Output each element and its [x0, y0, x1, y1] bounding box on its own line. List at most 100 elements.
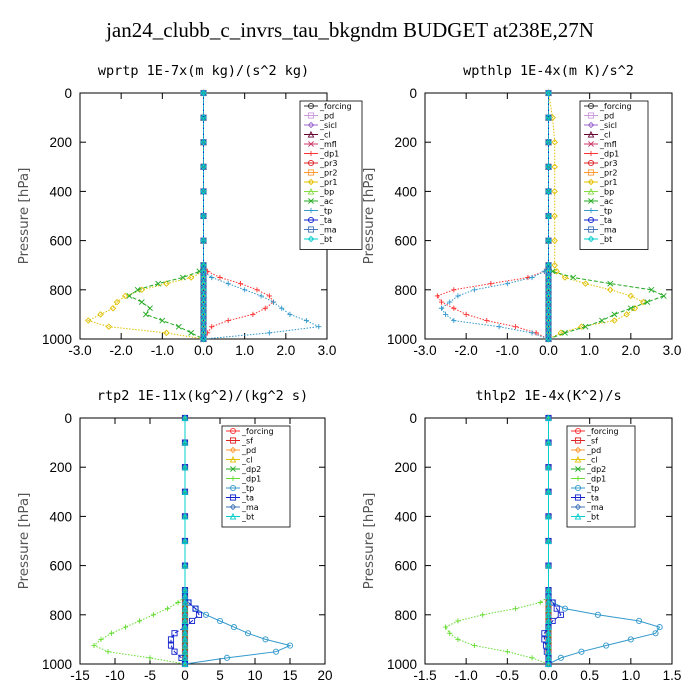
- data-point: [171, 630, 178, 637]
- data-point: [438, 305, 445, 311]
- legend: _forcing_sf_pd_cl_dp2_dp1_tp_ta_ma_bt: [566, 425, 636, 528]
- data-point: [167, 642, 175, 649]
- x-tick-label: 20: [317, 668, 332, 683]
- legend-marker: [574, 494, 582, 501]
- data-point: [545, 329, 552, 337]
- legend-label: _tp: [319, 207, 332, 216]
- series-line: [93, 418, 186, 665]
- data-point: [122, 292, 129, 300]
- data-point: [181, 463, 189, 471]
- data-point: [545, 286, 552, 294]
- data-point: [147, 305, 153, 312]
- legend-label: _sicl: [599, 121, 617, 130]
- data-point: [627, 292, 635, 300]
- legend-marker: [587, 187, 595, 195]
- data-point: [484, 317, 490, 324]
- series-bt: [545, 414, 552, 668]
- data-point: [545, 311, 552, 318]
- legend: _forcing_sf_pd_cl_dp2_dp1_tp_ta_ma_bt: [221, 425, 291, 528]
- data-point: [225, 317, 231, 324]
- data-point: [639, 298, 647, 306]
- data-point: [163, 329, 170, 337]
- data-point: [266, 330, 272, 336]
- data-point: [188, 329, 195, 336]
- data-point: [652, 630, 659, 637]
- y-tick-label: 400: [394, 509, 417, 524]
- data-point: [582, 280, 589, 287]
- data-point: [545, 463, 552, 471]
- legend-label: _pd: [319, 112, 334, 121]
- data-point: [200, 305, 207, 312]
- legend-label: _tp: [241, 484, 254, 493]
- data-point: [561, 274, 569, 281]
- chart-title: thlp2 1E-4x(K^2)/s: [475, 388, 621, 404]
- data-point: [594, 611, 601, 618]
- x-tick-label: -3.0: [68, 343, 91, 358]
- data-point: [136, 618, 143, 624]
- data-point: [181, 512, 189, 520]
- data-point: [455, 618, 461, 624]
- data-point: [578, 648, 585, 655]
- legend-marker: [308, 207, 314, 214]
- data-point: [545, 317, 552, 324]
- data-point: [545, 512, 552, 520]
- data-point: [611, 311, 618, 318]
- data-point: [557, 329, 565, 337]
- legend-marker: [575, 475, 581, 482]
- data-point: [138, 299, 145, 306]
- legend-marker: [307, 121, 315, 129]
- y-tick-label: 800: [49, 608, 72, 623]
- y-tick-label: 200: [394, 135, 417, 150]
- series-dp1: [434, 90, 552, 342]
- x-tick-label: -1.0: [496, 343, 519, 358]
- data-point: [200, 329, 207, 337]
- data-point: [551, 188, 558, 195]
- y-tick-label: 400: [394, 184, 417, 199]
- legend-label: _tp: [599, 207, 612, 216]
- data-point: [611, 317, 618, 324]
- y-tick-label: 1000: [387, 657, 417, 672]
- data-point: [529, 655, 535, 661]
- legend-marker: [307, 159, 315, 167]
- data-point: [142, 311, 149, 318]
- data-point: [660, 293, 667, 299]
- chart-panel-3: thlp2 1E-4x(K^2)/s Pressure [hPa] -1.5 -1.0…: [361, 388, 681, 683]
- legend-marker: [575, 466, 581, 472]
- data-point: [279, 305, 285, 311]
- y-tick-label: 400: [49, 184, 72, 199]
- series-line: [128, 93, 204, 340]
- legend-marker: [229, 484, 237, 492]
- data-point: [230, 624, 238, 631]
- legend-marker: [229, 427, 237, 435]
- data-point: [270, 299, 277, 305]
- data-point: [607, 280, 614, 287]
- data-point: [262, 636, 269, 643]
- data-point: [181, 561, 189, 569]
- x-tick-label: -0.5: [496, 668, 519, 683]
- data-point: [147, 655, 153, 661]
- legend-label: _mfl: [319, 140, 337, 149]
- data-point: [122, 624, 129, 630]
- x-tick-label: 0.0: [539, 668, 558, 683]
- legend-label: _dp1: [241, 475, 261, 484]
- data-point: [438, 299, 445, 305]
- data-point: [545, 488, 552, 495]
- data-point: [636, 617, 643, 625]
- data-point: [644, 299, 651, 306]
- data-point: [545, 163, 552, 171]
- data-point: [155, 280, 162, 287]
- data-point: [607, 286, 614, 294]
- data-point: [545, 438, 552, 446]
- legend-marker: [230, 475, 236, 482]
- x-tick-label: 5: [216, 668, 224, 683]
- data-point: [200, 311, 207, 318]
- series-dp1: [442, 415, 552, 667]
- data-point: [545, 660, 552, 668]
- data-point: [254, 287, 260, 293]
- legend-marker: [587, 130, 595, 138]
- y-tick-label: 800: [49, 283, 72, 298]
- data-point: [545, 305, 552, 312]
- legend-label: _ma: [319, 226, 337, 235]
- data-point: [200, 89, 207, 97]
